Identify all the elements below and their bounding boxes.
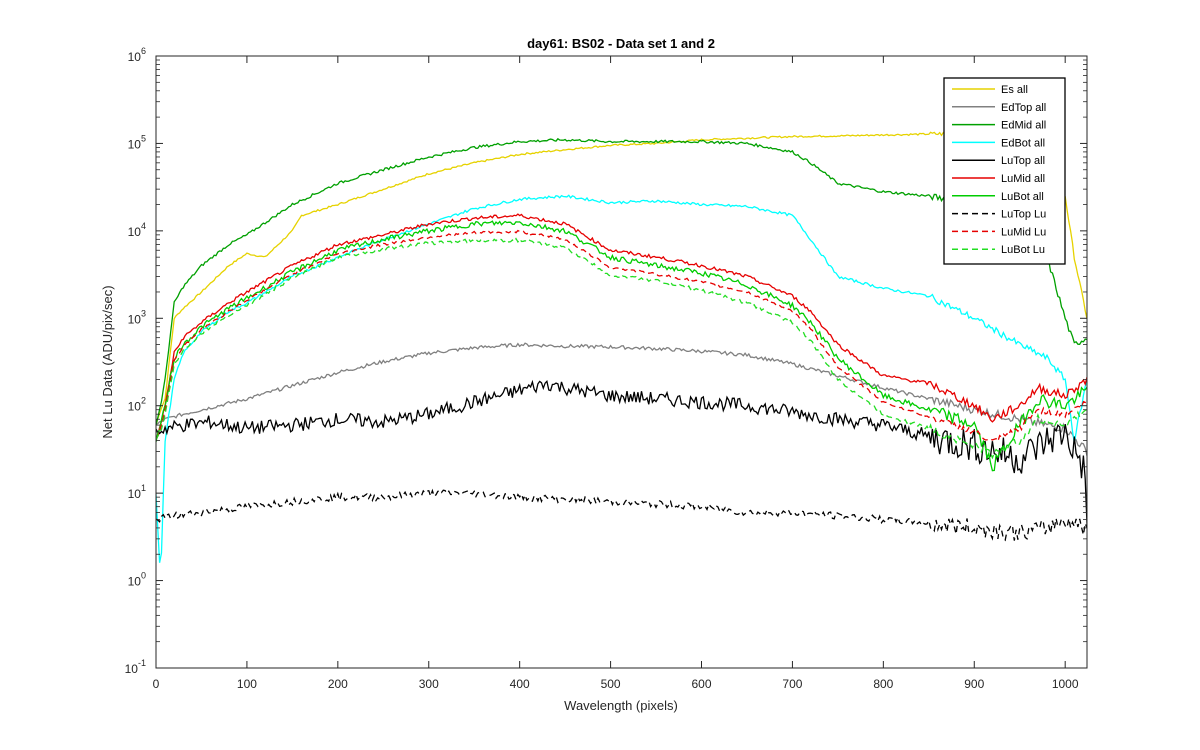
series-line-lumid-all <box>156 213 1087 441</box>
series-layer <box>156 130 1087 563</box>
x-axis-label: Wavelength (pixels) <box>564 698 678 713</box>
series-line-lubot-all <box>156 220 1087 472</box>
legend-label: LuMid all <box>1001 173 1045 185</box>
legend-label: LuTop all <box>1001 155 1045 167</box>
legend: Es all EdTop all EdMid all EdBot all LuTop a… <box>943 77 1066 265</box>
y-tick-label: 105 <box>128 133 146 151</box>
legend-box <box>943 77 1066 265</box>
x-tick-label: 800 <box>873 677 893 691</box>
plot-frame <box>155 55 1088 669</box>
x-tick-label: 200 <box>328 677 348 691</box>
x-tick-label: 900 <box>964 677 984 691</box>
y-axis-label: Net Lu Data (ADU/pix/sec) <box>100 285 115 438</box>
series-line-es-all <box>156 130 1087 426</box>
x-tick-label: 1000 <box>1052 677 1079 691</box>
legend-label: EdTop all <box>1001 102 1046 114</box>
y-tick-label: 106 <box>128 46 146 64</box>
axis-layer: 0 100 200 300 400 500 600 700 800 900 1000 10-1 100 1… <box>125 46 1087 691</box>
series-line-edtop-all <box>156 342 1087 456</box>
legend-label: EdMid all <box>1001 120 1046 132</box>
x-tick-label: 100 <box>237 677 257 691</box>
x-tick-label: 400 <box>510 677 530 691</box>
y-tick-label: 101 <box>128 483 146 501</box>
chart-title: day61: BS02 - Data set 1 and 2 <box>527 36 715 51</box>
x-tick-label: 500 <box>601 677 621 691</box>
x-tick-label: 0 <box>153 677 160 691</box>
series-line-lumid-lu <box>156 229 1087 443</box>
legend-label: LuTop Lu <box>1001 209 1046 221</box>
x-tick-label: 600 <box>691 677 711 691</box>
series-line-edmid-all <box>156 137 1087 426</box>
y-tick-label: 10-1 <box>125 658 146 676</box>
legend-label: LuMid Lu <box>1001 226 1046 238</box>
series-line-lutop-all <box>156 379 1087 525</box>
x-tick-label: 700 <box>782 677 802 691</box>
y-tick-label: 104 <box>128 221 146 239</box>
legend-label: Es all <box>1001 84 1028 96</box>
series-line-lubot-lu <box>156 237 1087 460</box>
y-tick-label: 100 <box>128 571 146 589</box>
x-tick-label: 300 <box>419 677 439 691</box>
y-tick-label: 103 <box>128 308 146 326</box>
legend-label: LuBot Lu <box>1001 244 1045 256</box>
plot-area <box>156 56 1087 668</box>
y-tick-label: 102 <box>128 396 146 414</box>
legend-label: EdBot all <box>1001 137 1045 149</box>
legend-label: LuBot all <box>1001 191 1044 203</box>
